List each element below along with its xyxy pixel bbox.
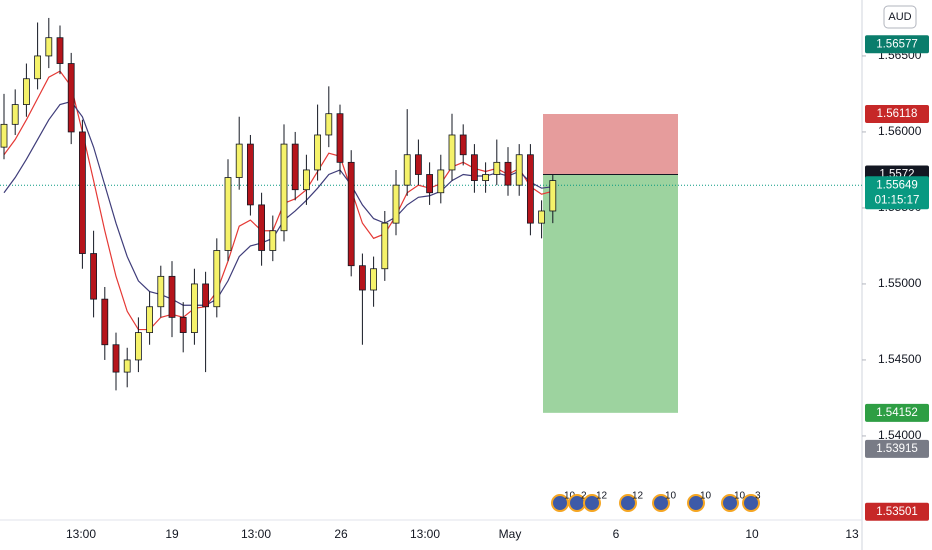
candle-body: [112, 344, 120, 373]
moving-average: [3, 70, 553, 331]
candle-body: [448, 134, 456, 171]
event-count: 12: [596, 491, 608, 502]
event-icon: [721, 494, 739, 512]
x-tick-label: May: [499, 527, 522, 541]
candle-body: [67, 63, 75, 133]
candle-body: [482, 174, 490, 181]
candle-body: [347, 161, 355, 267]
candle-body: [426, 174, 434, 194]
candle-body: [34, 55, 41, 80]
candle-body: [269, 230, 277, 251]
candle-body: [90, 253, 97, 300]
price-tag: [865, 176, 929, 210]
candle-body: [392, 184, 400, 224]
x-tick-label: 6: [613, 527, 620, 541]
candle-body: [213, 250, 221, 308]
candle-body: [258, 204, 266, 251]
candle-body: [437, 169, 445, 194]
candle-body: [470, 154, 478, 181]
candle-body: [134, 332, 142, 361]
price-tag: [865, 502, 929, 521]
candle-body: [370, 268, 378, 291]
event-count: 10: [700, 491, 712, 502]
candle-body: [358, 265, 366, 291]
currency-button[interactable]: [883, 5, 917, 29]
candle-body: [325, 113, 333, 136]
y-tick-label: 1.54000: [878, 428, 922, 442]
candle-body: [538, 210, 545, 224]
countdown: 01:15:17: [875, 194, 920, 206]
event-icon: [652, 494, 670, 512]
candle-body: [11, 104, 19, 125]
candle-body: [56, 37, 64, 64]
candle-body: [291, 143, 299, 191]
event-count: 12: [632, 491, 644, 502]
candle-body: [224, 177, 232, 251]
moving-average: [3, 100, 553, 306]
candle-body: [0, 123, 8, 148]
event-count: 3: [755, 491, 761, 502]
price-tag-label: 1.53501: [876, 506, 918, 518]
candle-body: [202, 283, 210, 308]
candle-body: [493, 161, 501, 175]
stop-zone: [543, 114, 678, 175]
price-tag-label: 1.53915: [876, 443, 918, 455]
event-icon: [742, 494, 760, 512]
x-tick-label: 13:00: [410, 527, 440, 541]
candle-body: [459, 134, 467, 156]
y-tick-label: 1.55000: [878, 276, 922, 290]
candle-body: [235, 143, 243, 178]
candle-body: [336, 113, 344, 163]
y-tick-label: 1.54500: [878, 352, 922, 366]
event-count: 10: [665, 491, 677, 502]
y-tick-label: 1.56000: [878, 124, 922, 138]
candle-body: [190, 283, 198, 333]
candle-body: [157, 275, 165, 308]
x-tick-label: 13:00: [241, 527, 271, 541]
price-tag: [865, 35, 929, 54]
candle-body: [246, 143, 254, 206]
candle-body: [381, 222, 389, 270]
candle-body: [123, 359, 131, 373]
price-tag: [865, 403, 929, 422]
event-icon: [687, 494, 705, 512]
price-tag: [865, 439, 929, 458]
price-tag-label: 1.56577: [876, 38, 918, 50]
candle-body: [79, 131, 86, 254]
candle-body: [527, 154, 534, 224]
price-tag: [865, 105, 929, 124]
candle-body: [45, 37, 53, 57]
candle-body: [22, 78, 30, 105]
event-count: 2: [581, 491, 587, 502]
event-count: 10: [564, 491, 576, 502]
x-tick-label: 26: [334, 527, 348, 541]
event-icon: [583, 494, 601, 512]
candle-body: [146, 306, 154, 333]
event-icon: [619, 494, 637, 512]
currency-label: AUD: [888, 11, 911, 23]
candle-body: [414, 154, 422, 175]
x-tick-label: 10: [745, 527, 759, 541]
price-tag-label: 1.56118: [877, 108, 918, 120]
event-count: 10: [734, 491, 746, 502]
x-tick-label: 19: [165, 527, 179, 541]
candle-body: [314, 134, 322, 171]
price-tag-label: 1.54152: [876, 407, 918, 419]
candle-body: [302, 169, 310, 191]
candle-body: [504, 161, 512, 186]
candle-body: [179, 316, 187, 333]
x-tick-label: 13:00: [66, 527, 96, 541]
candle-body: [280, 143, 288, 232]
candle-body: [515, 154, 523, 186]
candle-body: [403, 154, 411, 186]
price-tag-label: 1.55649: [876, 179, 918, 191]
candle-body: [101, 298, 109, 346]
x-tick-label: 13: [845, 527, 859, 541]
candle-body: [168, 275, 176, 318]
target-zone: [543, 174, 678, 413]
candle-body: [549, 180, 557, 212]
